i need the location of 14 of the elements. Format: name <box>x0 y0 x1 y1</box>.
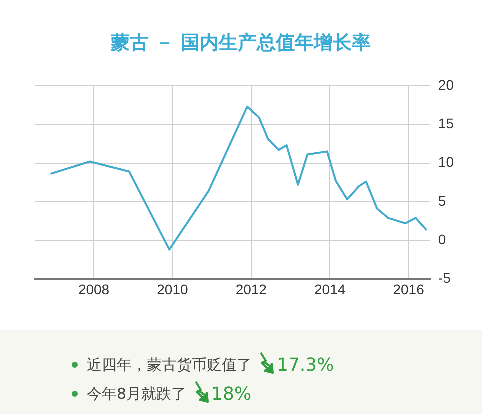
x-tick-label: 2010 <box>157 281 188 298</box>
y-tick-label: 5 <box>438 192 446 209</box>
y-tick-label: 20 <box>438 76 454 93</box>
y-tick-label: 10 <box>438 154 454 170</box>
x-tick-label: 2016 <box>393 281 425 298</box>
chart-title: 蒙古 － 国内生产总值年增长率 <box>110 31 372 56</box>
y-tick-label: 0 <box>438 231 446 248</box>
x-tick-label: 2008 <box>78 281 110 298</box>
text: 近四年，蒙古货币贬值了 17.3% <box>87 354 334 376</box>
text: 今年8月就跌了 18% <box>87 384 252 404</box>
y-tick-label: -5 <box>438 270 452 286</box>
y-tick-label: 15 <box>438 116 454 132</box>
x-tick-label: 2012 <box>236 281 268 298</box>
x-tick-label: 2014 <box>314 281 346 298</box>
